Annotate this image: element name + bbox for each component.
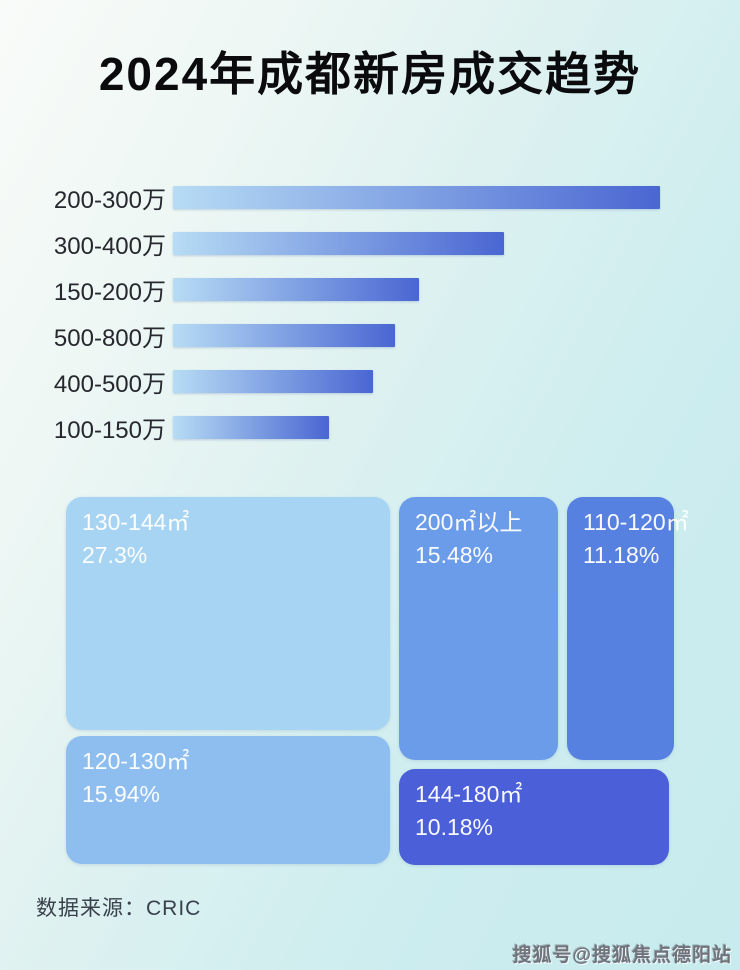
treemap-block-120-130: 120-130㎡ 15.94%: [66, 736, 390, 864]
treemap-block-value: 11.18%: [583, 541, 660, 568]
bar-track: [173, 415, 660, 439]
treemap-block-value: 15.48%: [415, 541, 494, 568]
bar: [173, 323, 395, 347]
watermark: 搜狐号@搜狐焦点德阳站: [512, 945, 732, 966]
bar-label: 100-150万: [53, 416, 166, 444]
bar-label: 150-200万: [53, 278, 166, 306]
bar-track: [173, 277, 660, 301]
bar-track: [173, 369, 660, 393]
bar: [173, 369, 373, 393]
bar-row: 300-400万: [40, 230, 700, 260]
bar-label: 200-300万: [53, 186, 166, 214]
bar-row: 200-300万: [40, 184, 700, 214]
bar-track: [173, 185, 660, 209]
treemap-block-value: 10.18%: [415, 813, 494, 840]
bar-label: 300-400万: [53, 232, 166, 260]
bar: [173, 277, 419, 301]
data-source: 数据来源：CRIC: [36, 897, 202, 920]
treemap-block-label: 200㎡以上: [415, 509, 523, 535]
treemap-block-200-plus: 200㎡以上 15.48%: [399, 497, 558, 760]
treemap-block-130-144: 130-144㎡ 27.3%: [66, 497, 390, 730]
bar-track: [173, 323, 660, 347]
page-title: 2024年成都新房成交趋势: [98, 48, 642, 100]
bar: [173, 415, 329, 439]
bar-row: 100-150万: [40, 414, 700, 444]
bar-row: 400-500万: [40, 368, 700, 398]
bar: [173, 185, 660, 209]
treemap-block-label: 120-130㎡: [82, 748, 190, 774]
bar-row: 150-200万: [40, 276, 700, 306]
treemap-block-110-120: 110-120㎡ 11.18%: [567, 497, 689, 760]
treemap-block-144-180: 144-180㎡ 10.18%: [399, 769, 669, 865]
bar-label: 500-800万: [53, 324, 166, 352]
bar: [173, 231, 505, 255]
treemap-block-value: 27.3%: [82, 541, 148, 568]
bar-row: 500-800万: [40, 322, 700, 352]
treemap-block-value: 15.94%: [82, 780, 161, 807]
bar-track: [173, 231, 660, 255]
bar-label: 400-500万: [53, 370, 166, 398]
treemap-block-label: 144-180㎡: [415, 781, 523, 807]
price-range-bar-chart: 200-300万 300-400万 150-200万 500-800万 400-…: [40, 184, 700, 460]
treemap-block-label: 110-120㎡: [583, 509, 689, 535]
treemap-block-label: 130-144㎡: [82, 509, 190, 535]
